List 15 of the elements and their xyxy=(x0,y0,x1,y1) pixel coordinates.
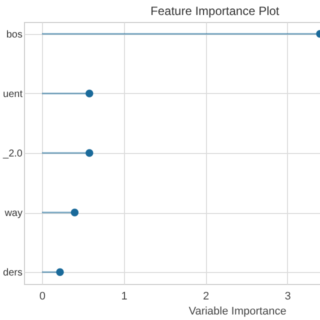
chart-title: Feature Importance Plot xyxy=(150,4,280,18)
y-tick-label: bos xyxy=(6,29,22,40)
x-tick-label: 0 xyxy=(39,290,46,302)
point xyxy=(56,268,64,276)
point xyxy=(86,90,94,98)
y-tick-label: uent xyxy=(3,88,23,100)
y-tick-label: ders xyxy=(3,268,22,279)
x-tick-label: 2 xyxy=(202,290,210,302)
x-tick-label: 1 xyxy=(121,290,128,302)
y-tick-label: way xyxy=(4,208,22,220)
x-axis-title: Variable Importance xyxy=(188,306,286,318)
point xyxy=(86,149,94,157)
x-tick-label: 3 xyxy=(284,290,291,302)
y-tick-label: _2.0 xyxy=(2,148,23,160)
point xyxy=(70,208,79,216)
